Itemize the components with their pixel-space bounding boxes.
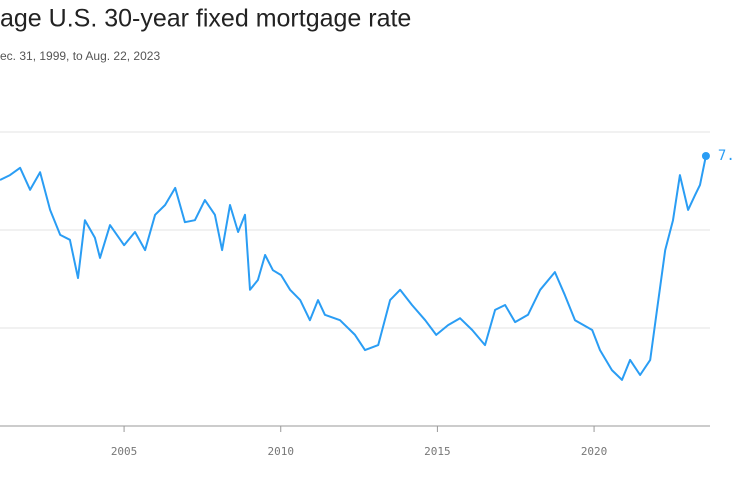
- end-point: [701, 152, 710, 161]
- chart-subtitle: ec. 31, 1999, to Aug. 22, 2023: [0, 49, 160, 63]
- x-tick-label: 2010: [267, 445, 294, 458]
- x-tick-label: 2015: [424, 445, 451, 458]
- x-tick-label: 2020: [581, 445, 608, 458]
- rate-line: [0, 155, 707, 381]
- end-label: 7.: [718, 148, 735, 164]
- x-tick-label: 2005: [111, 445, 138, 458]
- chart-title: age U.S. 30-year fixed mortgage rate: [0, 5, 411, 33]
